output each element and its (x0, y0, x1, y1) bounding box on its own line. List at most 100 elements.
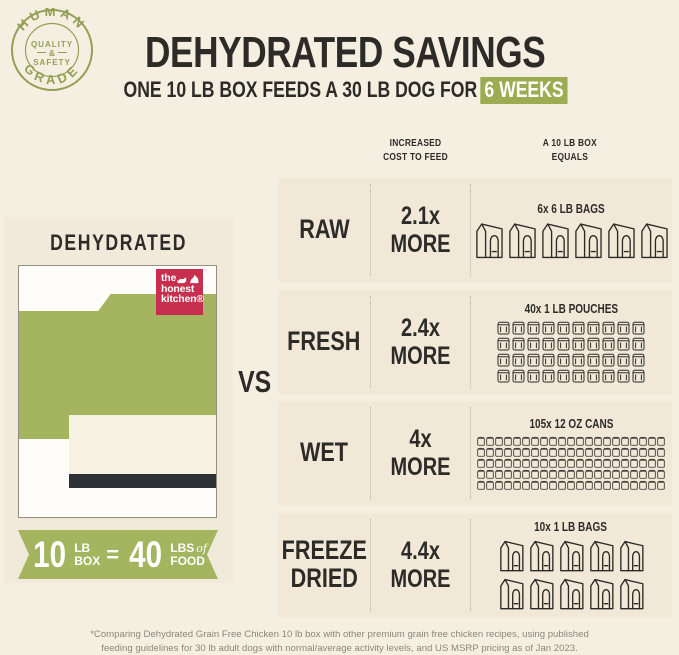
row-equals: 40x 1 LB POUCHES (470, 290, 672, 394)
food-can-icon (621, 447, 629, 457)
food-pouch-icon (602, 321, 615, 334)
food-can-icon (477, 480, 485, 490)
food-can-icon (522, 469, 530, 479)
equals-label: 40x 1 LB POUCHES (524, 301, 618, 316)
food-can-icon (576, 480, 584, 490)
food-can-icon (549, 458, 557, 468)
box-equals-food-ribbon: 10 LB BOX = 40 LBS of FOOD (18, 530, 218, 579)
food-can-icon (540, 469, 548, 479)
food-can-icon (558, 436, 566, 446)
food-can-icon (558, 469, 566, 479)
food-can-icon (540, 458, 548, 468)
dotted-separator (470, 519, 471, 611)
food-bag-icon (620, 540, 644, 572)
food-can-icon (630, 469, 638, 479)
food-can-icon (495, 458, 503, 468)
food-can-icon (612, 447, 620, 457)
food-pouch-icon (572, 353, 585, 366)
row-cost: 2.4x MORE (390, 314, 450, 370)
row-equals: 10x 1 LB BAGS (470, 513, 672, 617)
food-can-icon (603, 436, 611, 446)
food-bag-icon (590, 540, 614, 572)
food-can-icon (567, 469, 575, 479)
food-can-icon (612, 436, 620, 446)
food-can-icon (504, 458, 512, 468)
food-bag-icon (530, 578, 554, 610)
food-can-icon (576, 447, 584, 457)
food-can-icon (558, 480, 566, 490)
food-can-icon (477, 469, 485, 479)
food-can-icon (513, 447, 521, 457)
food-can-icon (621, 436, 629, 446)
equals-label: 6x 6 LB BAGS (537, 201, 605, 216)
food-can-icon (657, 458, 665, 468)
food-bag-icon (476, 222, 503, 258)
pouch-icon-grid (495, 321, 647, 383)
food-pouch-icon (617, 369, 630, 382)
food-bag-icon (560, 540, 584, 572)
food-pouch-icon (602, 369, 615, 382)
badge-center-line1: QUALITY (31, 40, 73, 49)
subtitle-highlight: 6 WEEKS (480, 77, 568, 104)
food-can-icon (639, 436, 647, 446)
food-can-icon (657, 447, 665, 457)
table-row-raw: RAW 2.1x MORE 6x 6 LB BAGS (278, 178, 672, 282)
food-can-icon (495, 436, 503, 446)
food-can-icon (621, 469, 629, 479)
food-pouch-icon (572, 369, 585, 382)
food-pouch-icon (497, 321, 510, 334)
food-pouch-icon (602, 337, 615, 350)
food-can-icon (549, 480, 557, 490)
food-can-icon (531, 447, 539, 457)
food-bag-icon (620, 578, 644, 610)
food-can-icon (549, 469, 557, 479)
logo-line2: honest (161, 282, 195, 295)
table-row-wet: WET 4x MORE 105x 12 OZ CANS (278, 401, 672, 505)
can-icon-grid (476, 436, 666, 490)
food-bag-icon (560, 578, 584, 610)
food-can-icon (576, 469, 584, 479)
dotted-separator (470, 296, 471, 388)
food-pouch-icon (527, 321, 540, 334)
comparison-table: RAW 2.1x MORE 6x 6 LB BAGS FRESH 2.4x MORE… (278, 178, 672, 618)
food-can-icon (621, 480, 629, 490)
table-row-fresh: FRESH 2.4x MORE 40x 1 LB POUCHES (278, 290, 672, 394)
food-can-icon (504, 469, 512, 479)
food-pouch-icon (512, 321, 525, 334)
food-can-icon (531, 436, 539, 446)
food-can-icon (486, 458, 494, 468)
food-can-icon (549, 447, 557, 457)
food-can-icon (630, 458, 638, 468)
food-can-icon (594, 447, 602, 457)
ribbon-number-40: 40 (129, 534, 163, 575)
food-pouch-icon (617, 337, 630, 350)
food-pouch-icon (512, 337, 525, 350)
food-can-icon (630, 480, 638, 490)
food-pouch-icon (617, 321, 630, 334)
food-can-icon (594, 436, 602, 446)
row-equals: 105x 12 OZ CANS (470, 401, 672, 505)
food-can-icon (657, 436, 665, 446)
food-pouch-icon (602, 353, 615, 366)
dotted-separator (470, 184, 471, 276)
cat-and-dog-icon (177, 274, 199, 283)
logo-line1: the (161, 272, 177, 284)
food-pouch-icon (572, 337, 585, 350)
food-can-icon (648, 458, 656, 468)
box-green-left-column (19, 415, 69, 439)
food-can-icon (567, 447, 575, 457)
badge-center-line3: SAFETY (33, 58, 71, 67)
row-name: FRESH (287, 326, 361, 357)
column-header-box-equals: A 10 LB BOX EQUALS (542, 137, 598, 164)
food-can-icon (522, 480, 530, 490)
food-bag-icon (500, 578, 524, 610)
food-can-icon (594, 469, 602, 479)
food-can-icon (648, 436, 656, 446)
ribbon-of-script: of (196, 541, 207, 555)
food-pouch-icon (557, 337, 570, 350)
page-title: DEHYDRATED SAVINGS (145, 28, 546, 77)
food-pouch-icon (497, 337, 510, 350)
food-can-icon (513, 480, 521, 490)
food-can-icon (522, 436, 530, 446)
